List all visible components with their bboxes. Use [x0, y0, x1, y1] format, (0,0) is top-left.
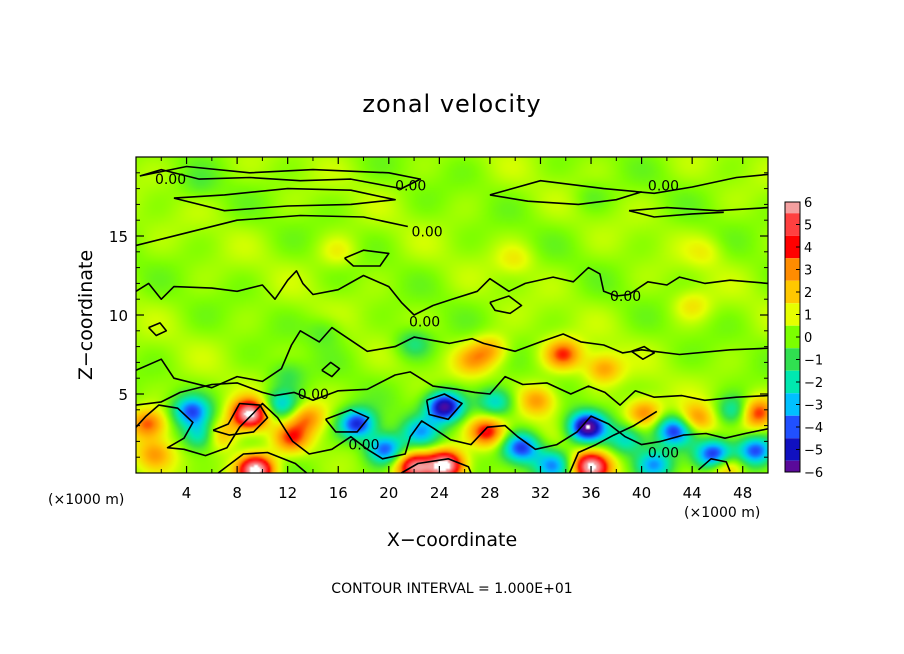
x-tick-label: 4: [182, 484, 192, 502]
contour-line: [148, 322, 168, 337]
contour-interval-note: CONTOUR INTERVAL = 1.000E+01: [331, 581, 572, 597]
colorbar-swatch: [785, 235, 800, 259]
contour-line: [136, 214, 408, 247]
contour-line: [324, 409, 370, 433]
contour-label: 0.00: [648, 178, 679, 194]
colorbar-tick-label: −6: [804, 466, 823, 481]
y-axis-label: Z−coordinate: [75, 250, 97, 380]
y-tick-label: 15: [109, 228, 128, 246]
colorbar-swatch: [785, 415, 800, 439]
y-tick-label: 10: [109, 307, 128, 325]
colorbar-tick-label: −4: [804, 421, 823, 436]
contour-line: [568, 410, 658, 473]
colorbar-tick-label: −3: [804, 399, 823, 414]
y-tick-label: 5: [118, 386, 128, 404]
contour-line: [401, 458, 472, 473]
colorbar-swatch: [785, 202, 800, 214]
y-axis-ticks: 5 10 15: [109, 172, 768, 458]
colorbar-swatch: [785, 393, 800, 416]
x-unit-left: (×1000 m): [48, 492, 124, 508]
contour-line: [321, 361, 341, 378]
contour-line: [139, 165, 422, 190]
contour-line: [489, 295, 523, 315]
x-tick-label: 32: [531, 484, 550, 502]
contour-label: 0.00: [610, 289, 641, 305]
contour-label: 0.00: [298, 387, 329, 403]
zero-contour-lines: [136, 165, 768, 473]
contour-line: [697, 458, 731, 472]
contour-line: [136, 371, 768, 406]
contour-line: [344, 249, 390, 267]
contour-label: 0.00: [155, 172, 186, 188]
x-axis-ticks: 4 8 12 16 20 24 28 32 36 40 44 48: [160, 157, 752, 502]
colorbar-tick-label: −1: [804, 354, 823, 369]
chart-title: zonal velocity: [362, 90, 541, 118]
contour-line: [217, 451, 308, 473]
colorbar-tick-label: 2: [804, 286, 812, 301]
colorbar-swatch: [785, 303, 800, 326]
colorbar-swatch: [785, 348, 800, 371]
contour-line: [173, 187, 396, 212]
colorbar-swatch: [785, 258, 800, 281]
heatmap-image: [136, 157, 768, 473]
contour-label: 0.00: [409, 314, 440, 330]
colorbar-swatch: [785, 280, 800, 304]
x-axis-label: X−coordinate: [387, 529, 517, 551]
colorbar-tick-label: 6: [804, 196, 812, 211]
contour-line: [136, 326, 768, 389]
x-tick-label: 36: [581, 484, 600, 502]
colorbar-swatch: [785, 460, 800, 472]
contour-line: [631, 345, 655, 360]
x-tick-label: 8: [232, 484, 242, 502]
colorbar-tick-label: 5: [804, 219, 812, 234]
contour-label: 0.00: [348, 438, 379, 454]
heatmap-field: [136, 157, 768, 473]
contour-line: [212, 402, 269, 436]
contour-line: [136, 266, 768, 316]
colorbar-swatch: [785, 438, 800, 461]
x-tick-label: 40: [632, 484, 651, 502]
contour-label: 0.00: [648, 445, 679, 461]
contour-label: 0.00: [395, 178, 426, 194]
x-tick-label: 28: [480, 484, 499, 502]
colorbar-tick-label: −2: [804, 376, 823, 391]
contour-label: 0.00: [412, 224, 443, 240]
colorbar-tick-label: −5: [804, 444, 823, 459]
contour-line: [136, 402, 768, 460]
contour-line: [489, 173, 768, 196]
x-tick-label: 24: [430, 484, 449, 502]
x-tick-label: 20: [379, 484, 398, 502]
x-tick-label: 44: [683, 484, 702, 502]
x-tick-label: 12: [278, 484, 297, 502]
contour-labels: 0.00 0.00 0.00 0.00 0.00 0.00 0.00 0.00 0.00: [155, 172, 679, 461]
x-tick-label: 16: [329, 484, 348, 502]
colorbar-swatch: [785, 370, 800, 394]
colorbar-tick-label: 1: [804, 309, 812, 324]
colorbar-swatch: [785, 325, 800, 349]
x-unit-right: (×1000 m): [684, 505, 760, 521]
colorbar-tick-label: 4: [804, 241, 812, 256]
colorbar: 6 5 4 3 2 1 0 −1 −2 −3 −4 −5 −6: [784, 196, 823, 481]
contour-line: [628, 206, 768, 212]
contour-line: [489, 191, 642, 206]
colorbar-swatch: [785, 213, 800, 236]
contour-line: [628, 209, 724, 218]
colorbar-tick-label: 0: [804, 331, 812, 346]
contour-line: [425, 393, 463, 421]
colorbar-tick-label: 3: [804, 264, 812, 279]
x-tick-label: 48: [733, 484, 752, 502]
